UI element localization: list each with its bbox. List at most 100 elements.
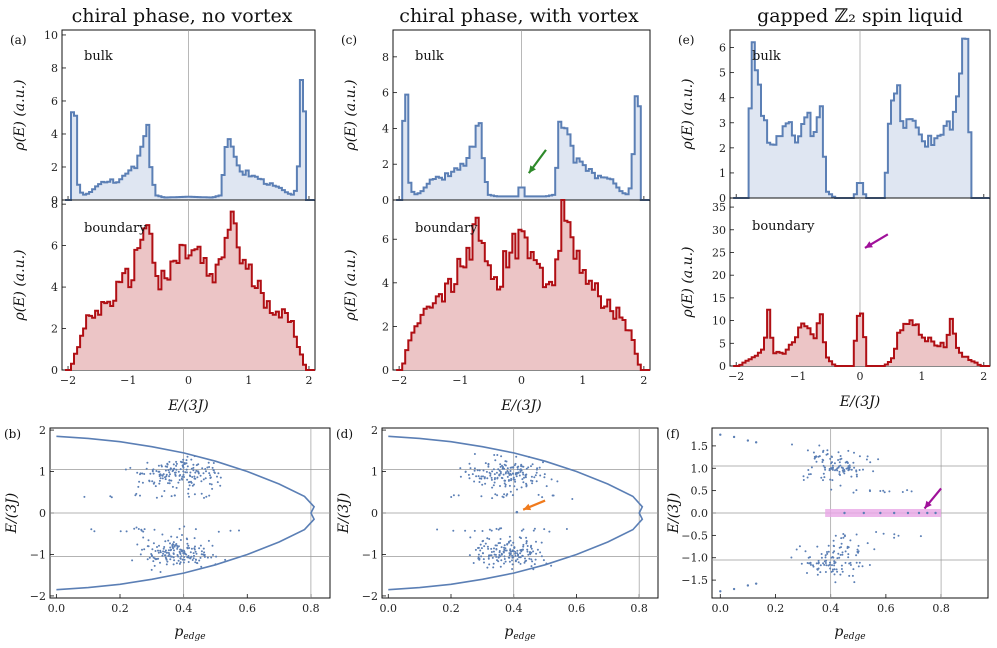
scatter-point [485,470,488,473]
scatter-point [505,494,508,497]
scatter-point [496,454,499,456]
scatter-point [182,551,185,554]
scatter-point [487,557,490,560]
scatter-point [208,466,211,468]
scatter-point [806,449,809,452]
scatter-point [533,527,536,530]
scatter-point [512,541,515,544]
scatter-point [535,540,537,543]
scatter-point [473,467,476,470]
arrow-purple-bottom-head [924,500,932,509]
scatter-point [839,553,842,556]
ytick-label: −1 [362,548,378,561]
scatter-point [491,470,494,473]
xlabel: pedge [174,624,205,642]
scatter-point [139,494,141,497]
xtick-label: −2 [60,374,76,387]
ylabel: ρ(E) (a.u.) [680,246,696,318]
scatter-point [185,462,188,465]
scatter-point [110,496,113,499]
scatter-point [176,544,178,547]
scatter-point [516,488,518,491]
title-left: chiral phase, no vortex [72,5,293,27]
scatter-point [843,470,846,473]
ytick-label: 6 [51,95,58,108]
scatter-point [171,470,174,473]
scatter-point [172,552,175,555]
scatter-point [542,461,544,464]
scatter-point [817,562,820,565]
scatter-point [809,561,812,564]
scatter-point [849,564,852,566]
scatter-point [533,563,536,566]
scatter-point [834,534,837,537]
scatter-point [189,551,192,554]
scatter-point [496,494,499,497]
scatter-point [473,529,476,532]
scatter-point [186,471,188,474]
scatter-point [526,550,529,553]
ytick-label: 2 [382,320,389,333]
scatter-point [202,547,205,550]
scatter-point [494,553,497,556]
scatter-point [539,474,542,477]
scatter-point [548,530,551,533]
scatter-point [181,475,184,478]
scatter-point [882,532,885,535]
scatter-point [815,562,818,565]
scatter-point [529,546,532,548]
scatter-point [187,492,190,495]
scatter-point [527,553,530,556]
scatter-point [172,463,175,466]
scatter-point [187,544,190,547]
annotation-label: boundary [415,221,478,236]
scatter-point [829,467,832,470]
ytick-label: 0 [719,360,726,373]
scatter-point [497,556,500,559]
scatter-point [199,544,202,547]
scatter-point [157,470,160,473]
scatter-point [161,554,164,557]
scatter-point [172,556,175,559]
scatter-point [525,542,528,545]
scatter-point [806,476,809,479]
edge-point [732,435,736,439]
scatter-point [838,556,841,559]
scatter-point [198,559,201,562]
scatter-point [855,470,858,473]
scatter-point [141,548,143,551]
scatter-point [840,457,843,460]
panel-a: 0 2 4 6 8 10 (a) bulk ρ(E) (a.u.) [10,29,316,207]
scatter-point [146,461,149,464]
scatter-point [477,557,480,560]
scatter-point [207,461,210,464]
panel-b: −2 −1 0 1 2 0.0 0.2 0.4 0.6 0.8 (b) E/(3J) pedge [4,424,331,642]
scatter-point [480,547,483,550]
scatter-point [504,472,507,475]
scatter-point [822,479,824,482]
scatter-point [164,549,167,552]
scatter-point [537,493,540,496]
scatter-point [211,487,214,490]
scatter-point [493,478,496,481]
scatter-point [858,561,861,564]
scatter-point [848,464,851,467]
scatter-point [809,473,812,476]
scatter-point [131,559,134,562]
scatter-point [125,530,128,533]
scatter-point [853,581,856,584]
scatter-point [520,529,523,532]
scatter-point [171,485,174,488]
scatter-point [499,465,502,468]
scatter-point [136,471,139,474]
scatter-point [525,467,528,470]
xlabel: E/(3J) [167,398,208,414]
scatter-point [167,482,169,485]
scatter-point [506,543,509,545]
scatter-point [205,470,207,473]
scatter-point [827,550,830,553]
scatter-point [519,470,522,473]
scatter-point [165,473,168,476]
zero-mode-point [862,511,865,515]
scatter-point [522,545,525,548]
